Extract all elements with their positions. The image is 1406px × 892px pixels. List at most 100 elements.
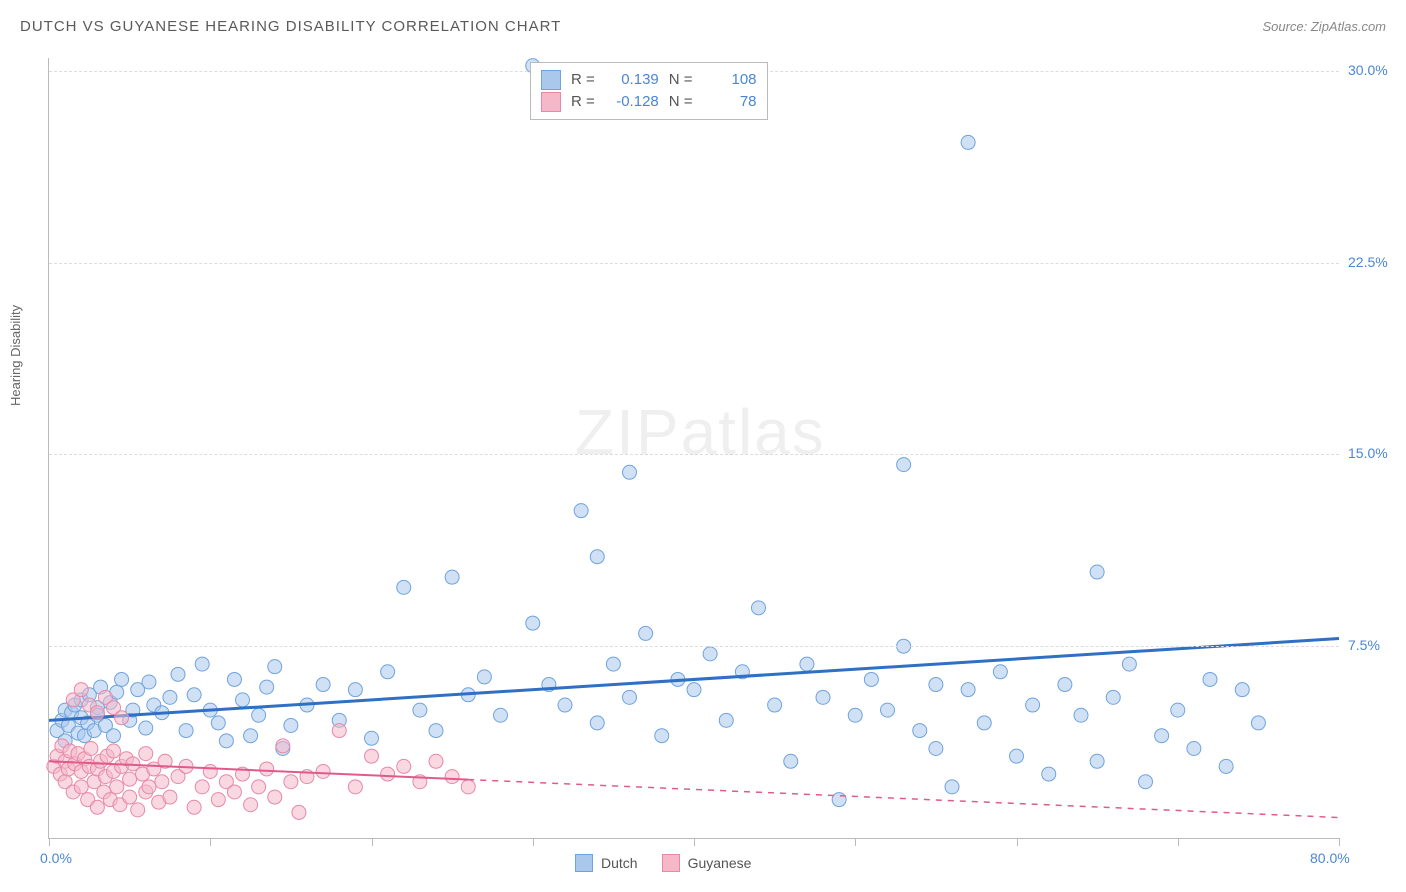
data-point (284, 718, 298, 732)
data-point (244, 798, 258, 812)
data-point (477, 670, 491, 684)
x-tick (1017, 838, 1018, 846)
stats-row: R =-0.128N =78 (541, 91, 757, 113)
legend-swatch (575, 854, 593, 872)
data-point (397, 759, 411, 773)
x-tick (1178, 838, 1179, 846)
data-point (413, 703, 427, 717)
data-point (332, 724, 346, 738)
data-point (977, 716, 991, 730)
data-point (897, 458, 911, 472)
data-point (929, 678, 943, 692)
data-point (365, 749, 379, 763)
data-point (429, 754, 443, 768)
data-point (961, 683, 975, 697)
stats-legend: R =0.139N =108R =-0.128N =78 (530, 62, 768, 120)
x-tick (855, 838, 856, 846)
data-point (1042, 767, 1056, 781)
data-point (139, 721, 153, 735)
data-point (139, 747, 153, 761)
data-point (429, 724, 443, 738)
trend-line (49, 639, 1339, 721)
data-point (276, 739, 290, 753)
data-point (316, 765, 330, 779)
x-axis-min: 0.0% (40, 850, 72, 866)
data-point (348, 780, 362, 794)
data-point (1187, 741, 1201, 755)
data-point (961, 135, 975, 149)
data-point (574, 504, 588, 518)
data-point (115, 711, 129, 725)
data-point (881, 703, 895, 717)
x-tick (533, 838, 534, 846)
legend-label: Dutch (601, 855, 638, 871)
data-point (74, 683, 88, 697)
stat-r-label: R = (571, 91, 595, 113)
data-point (284, 775, 298, 789)
bottom-legend: Dutch Guyanese (575, 854, 751, 872)
data-point (219, 734, 233, 748)
data-point (558, 698, 572, 712)
data-point (365, 731, 379, 745)
stat-r-value: -0.128 (605, 91, 659, 113)
data-point (623, 690, 637, 704)
data-point (203, 765, 217, 779)
data-point (1219, 759, 1233, 773)
data-point (655, 729, 669, 743)
data-point (195, 780, 209, 794)
data-point (244, 729, 258, 743)
data-point (1203, 672, 1217, 686)
data-point (131, 803, 145, 817)
data-point (929, 741, 943, 755)
stat-n-value: 108 (703, 69, 757, 91)
data-point (260, 680, 274, 694)
data-point (1090, 754, 1104, 768)
data-point (1155, 729, 1169, 743)
legend-label: Guyanese (688, 855, 752, 871)
data-point (397, 580, 411, 594)
data-point (268, 660, 282, 674)
data-point (142, 780, 156, 794)
data-point (252, 708, 266, 722)
data-point (461, 780, 475, 794)
stat-n-value: 78 (703, 91, 757, 113)
legend-item: Guyanese (662, 854, 752, 872)
y-tick-label: 7.5% (1348, 637, 1380, 653)
data-point (90, 706, 104, 720)
data-point (211, 716, 225, 730)
data-point (1139, 775, 1153, 789)
data-point (381, 767, 395, 781)
data-point (993, 665, 1007, 679)
chart-title: DUTCH VS GUYANESE HEARING DISABILITY COR… (20, 18, 561, 35)
data-point (252, 780, 266, 794)
x-tick (694, 838, 695, 846)
data-point (1235, 683, 1249, 697)
data-point (590, 550, 604, 564)
x-tick (1339, 838, 1340, 846)
data-point (1010, 749, 1024, 763)
data-point (163, 690, 177, 704)
data-point (155, 775, 169, 789)
data-point (195, 657, 209, 671)
data-point (1171, 703, 1185, 717)
stat-n-label: N = (669, 69, 693, 91)
x-tick (49, 838, 50, 846)
stat-r-label: R = (571, 69, 595, 91)
grid-line (49, 263, 1339, 264)
data-point (864, 672, 878, 686)
data-point (179, 724, 193, 738)
data-point (1074, 708, 1088, 722)
data-point (74, 780, 88, 794)
x-tick (372, 838, 373, 846)
data-point (163, 790, 177, 804)
x-ticks (49, 838, 1339, 846)
data-point (768, 698, 782, 712)
grid-line (49, 646, 1339, 647)
data-point (110, 780, 124, 794)
data-point (1106, 690, 1120, 704)
y-tick-label: 15.0% (1348, 445, 1388, 461)
legend-swatch (662, 854, 680, 872)
trend-line-dashed (468, 780, 1339, 818)
legend-item: Dutch (575, 854, 638, 872)
plot-area (48, 58, 1339, 839)
